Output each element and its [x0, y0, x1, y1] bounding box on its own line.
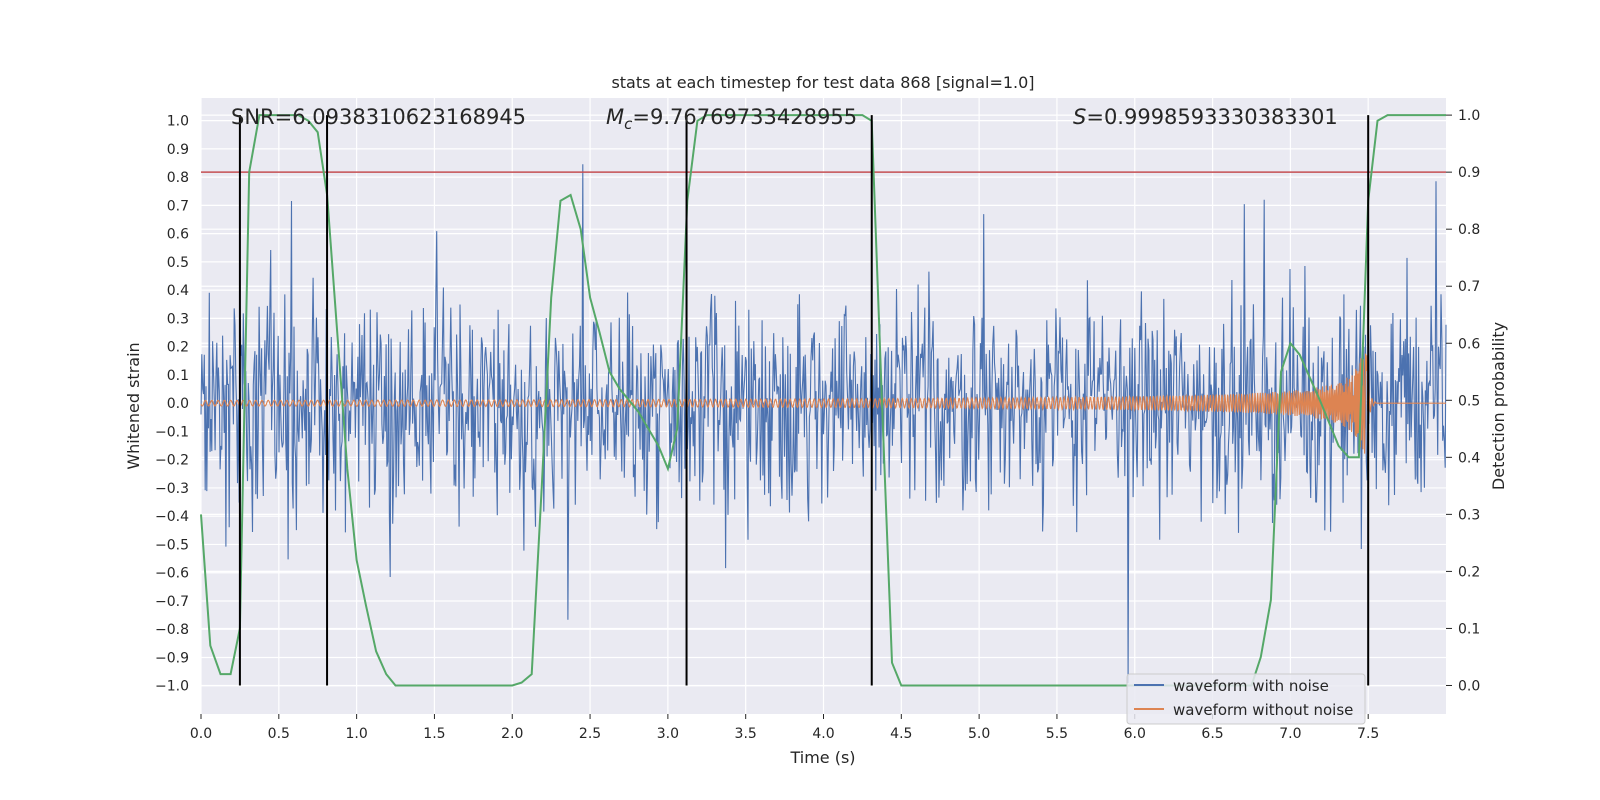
y-left-tick-label: −0.5 — [155, 537, 189, 553]
x-tick-label: 1.0 — [345, 726, 367, 742]
series-detection-probability — [200, 114, 1446, 687]
y-right-tick-label: 0.7 — [1458, 279, 1480, 295]
x-tick-label: 1.5 — [423, 726, 445, 742]
y-left-tick-label: 0.1 — [167, 368, 189, 384]
y-left-tick-label: 0.8 — [167, 170, 189, 186]
annotation-snr: SNR=6.0938310623168945 — [231, 105, 526, 129]
x-tick-label: 0.0 — [190, 726, 212, 742]
x-tick-label: 2.5 — [579, 726, 601, 742]
y-left-tick-label: 0.2 — [167, 340, 189, 356]
x-axis-ticks: 0.0 0.5 1.0 1.5 2.0 2.5 3.0 3.5 4.0 4.5 5.0 5.5 6.0 6… — [190, 714, 1379, 742]
y-left-tick-label: 0.7 — [167, 198, 189, 214]
x-tick-label: 0.5 — [268, 726, 290, 742]
y-left-axis-label: Whitened strain — [124, 342, 143, 469]
y-right-tick-label: 0.5 — [1458, 393, 1480, 409]
y-left-axis-ticks: 1.0 0.9 0.8 0.7 0.6 0.5 0.4 0.3 0.2 0.1 0.0 −0.1 −0.… — [155, 114, 189, 695]
detection-probability-line — [200, 114, 1446, 687]
legend-label-waveform-with-noise: waveform with noise — [1173, 677, 1329, 695]
y-right-tick-label: 0.2 — [1458, 564, 1480, 580]
y-left-tick-label: −0.7 — [155, 594, 189, 610]
y-right-tick-label: 0.1 — [1458, 621, 1480, 637]
y-right-tick-label: 0.6 — [1458, 336, 1480, 352]
x-tick-label: 3.0 — [657, 726, 679, 742]
x-tick-label: 6.5 — [1201, 726, 1223, 742]
x-tick-label: 7.5 — [1357, 726, 1379, 742]
y-right-tick-label: 0.0 — [1458, 678, 1480, 694]
y-right-tick-label: 0.8 — [1458, 222, 1480, 238]
noise-waveform-line — [200, 164, 1447, 684]
y-left-tick-label: −0.9 — [155, 650, 189, 666]
event-lines — [238, 115, 1370, 686]
chart-title: stats at each timestep for test data 868… — [611, 73, 1034, 92]
y-left-tick-label: 0.0 — [167, 396, 189, 412]
y-left-tick-label: −0.2 — [155, 453, 189, 469]
y-right-tick-label: 1.0 — [1458, 108, 1480, 124]
y-left-tick-label: −0.4 — [155, 509, 189, 525]
y-left-tick-label: 0.3 — [167, 311, 189, 327]
y-left-tick-label: 0.4 — [167, 283, 189, 299]
x-tick-label: 5.0 — [968, 726, 990, 742]
y-right-tick-label: 0.4 — [1458, 450, 1480, 466]
annotation-statistic-value: =0.9998593330383301 — [1086, 105, 1337, 129]
y-left-tick-label: 0.5 — [167, 255, 189, 271]
x-tick-label: 6.0 — [1124, 726, 1146, 742]
y-left-tick-label: −1.0 — [155, 679, 189, 695]
annotation-chirp-mass-value: =9.76769733428955 — [632, 105, 857, 129]
series-waveform-with-noise — [200, 164, 1447, 684]
y-left-tick-label: −0.1 — [155, 424, 189, 440]
y-right-axis-ticks: 1.0 0.9 0.8 0.7 0.6 0.5 0.4 0.3 0.2 0.1 0.0 — [1446, 108, 1480, 694]
annotation-chirp-mass-subscript: c — [624, 115, 633, 133]
annotation-detection-statistic: S=0.9998593330383301 — [1073, 105, 1338, 129]
x-tick-label: 7.0 — [1279, 726, 1301, 742]
annotation-chirp-mass: Mc=9.76769733428955 — [606, 105, 857, 133]
y-left-tick-label: −0.3 — [155, 481, 189, 497]
y-left-tick-label: 1.0 — [167, 114, 189, 130]
x-axis-label: Time (s) — [789, 748, 855, 767]
y-left-tick-label: 0.6 — [167, 227, 189, 243]
x-tick-label: 3.5 — [735, 726, 757, 742]
x-tick-label: 5.5 — [1046, 726, 1068, 742]
x-tick-label: 4.0 — [812, 726, 834, 742]
x-tick-label: 2.0 — [501, 726, 523, 742]
y-right-tick-label: 0.9 — [1458, 165, 1480, 181]
x-tick-label: 4.5 — [890, 726, 912, 742]
y-left-tick-label: 0.9 — [167, 142, 189, 158]
y-right-tick-label: 0.3 — [1458, 507, 1480, 523]
legend: waveform with noise waveform without noi… — [1126, 673, 1366, 725]
annotation-statistic-symbol: S — [1073, 105, 1086, 129]
y-right-axis-label: Detection probability — [1489, 322, 1508, 490]
y-left-tick-label: −0.8 — [155, 622, 189, 638]
legend-label-waveform-without-noise: waveform without noise — [1173, 701, 1353, 719]
clean-waveform-line — [200, 353, 1446, 454]
y-left-tick-label: −0.6 — [155, 566, 189, 582]
legend-box — [1126, 673, 1366, 725]
annotation-chirp-mass-symbol: M — [606, 105, 624, 129]
series-waveform-without-noise — [200, 353, 1446, 454]
